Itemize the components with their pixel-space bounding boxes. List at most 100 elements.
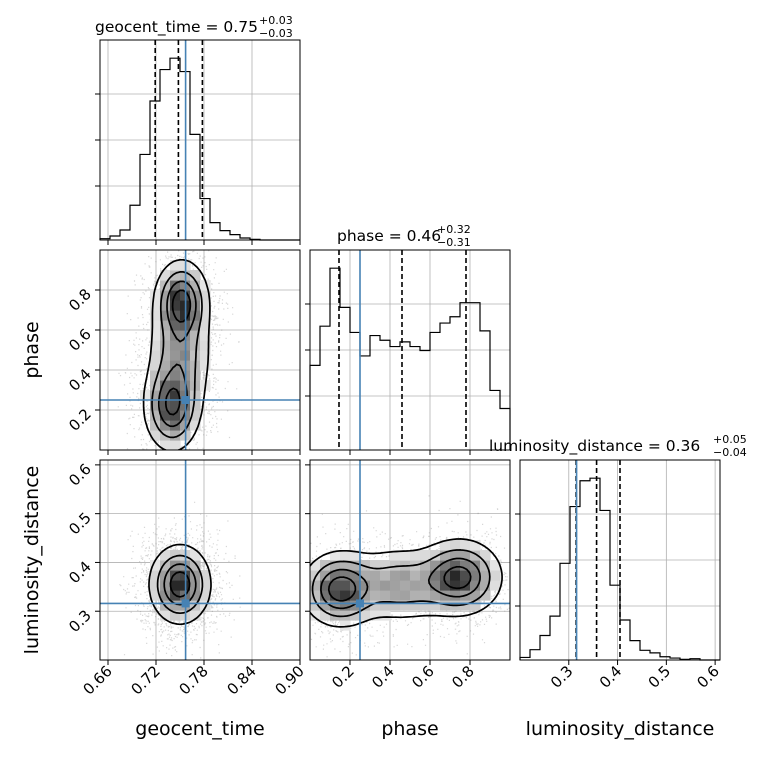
density-cell — [170, 550, 181, 561]
density-cell — [170, 400, 181, 411]
title-phase-sub: −0.31 — [437, 236, 471, 249]
panel-frame — [519, 459, 721, 661]
density-cell — [150, 320, 161, 331]
density-cell — [450, 540, 461, 551]
density-cell — [420, 590, 431, 601]
density-cell — [390, 590, 401, 601]
ylabel-luminosity-distance: luminosity_distance — [21, 466, 43, 655]
density-cell — [310, 600, 321, 611]
density-cell — [410, 580, 421, 591]
density-cell — [350, 600, 361, 611]
density-cell — [410, 590, 421, 601]
density-cell — [420, 560, 431, 571]
density-cell — [380, 610, 391, 621]
density-cell — [150, 290, 161, 301]
density-cell — [170, 440, 181, 450]
density-cell — [160, 290, 171, 301]
density-cell — [390, 560, 401, 571]
density-cell — [470, 540, 481, 551]
panel-2d-luminosity-distance-vs-phase: 0.2 0.4 0.6 0.8 — [305, 459, 511, 692]
density-cell — [470, 570, 481, 581]
density-cell — [150, 590, 161, 601]
density-cell — [190, 340, 201, 351]
density-cell — [170, 320, 181, 331]
x-tick-label: 0.66 — [79, 662, 115, 698]
density-cell — [160, 560, 171, 571]
panel-frame — [99, 249, 301, 451]
density-cell — [330, 590, 341, 601]
density-cell — [490, 560, 501, 571]
density-cell — [170, 270, 181, 281]
density-cell — [390, 600, 401, 611]
density-cell — [370, 580, 381, 591]
density-cell — [420, 550, 431, 561]
truth-marker — [356, 599, 364, 608]
density-cell — [150, 350, 161, 361]
density-cell — [170, 410, 181, 421]
density-cell — [440, 560, 451, 571]
density-cell — [200, 350, 211, 361]
density-cell — [160, 410, 171, 421]
density-cell — [160, 590, 171, 601]
density-cell — [330, 570, 341, 581]
density-cell — [430, 590, 441, 601]
density-cell — [450, 550, 461, 561]
density-cell — [160, 330, 171, 341]
density-cell — [170, 340, 181, 351]
density-cell — [360, 600, 371, 611]
ylabel-phase: phase — [21, 321, 43, 378]
density-cell — [350, 550, 361, 561]
density-cell — [150, 330, 161, 341]
panel-inner — [310, 460, 510, 660]
density-cell — [200, 320, 211, 331]
density-cell — [330, 560, 341, 571]
density-cell — [450, 590, 461, 601]
density-cell — [160, 390, 171, 401]
density-cell — [310, 580, 321, 591]
density-cell — [200, 280, 211, 291]
y-tick-label: 0.8 — [65, 285, 95, 315]
density-cell — [190, 590, 201, 601]
density-cell — [200, 290, 211, 301]
density-cell — [320, 590, 331, 601]
density-cell — [150, 410, 161, 421]
density-cell — [160, 320, 171, 331]
hist-step-phase — [309, 267, 511, 450]
density-cell — [150, 390, 161, 401]
density-cell — [380, 590, 391, 601]
panel-hist-luminosity-distance: 0.3 0.4 0.5 0.6 — [515, 459, 723, 692]
density-cell — [480, 570, 491, 581]
density-cell — [340, 580, 351, 591]
density-cell — [330, 600, 341, 611]
truth-marker — [181, 599, 190, 608]
x-tick-label: 0.84 — [223, 662, 259, 698]
title-luminosity-distance-sup: +0.05 — [713, 433, 747, 446]
density-cell — [390, 550, 401, 561]
density-cell — [470, 580, 481, 591]
density-cell — [400, 550, 411, 561]
hist-step-luminosity-distance — [519, 477, 720, 661]
density-cell — [200, 340, 211, 351]
density-cell — [160, 380, 171, 391]
density-cell — [160, 370, 171, 381]
title-phase: phase = 0.46 — [337, 227, 441, 245]
density-cell — [170, 610, 181, 621]
title-phase-sup: +0.32 — [437, 223, 471, 236]
density-cell — [190, 610, 201, 621]
x-tick-label: 0.4 — [368, 662, 398, 692]
density-cell — [190, 420, 201, 431]
density-cell — [370, 570, 381, 581]
density-cell — [200, 590, 211, 601]
density-cell — [430, 560, 441, 571]
density-cell — [450, 580, 461, 591]
density-cell — [190, 330, 201, 341]
density-cell — [190, 570, 201, 581]
density-cell — [190, 400, 201, 411]
density-cell — [160, 340, 171, 351]
density-cell — [340, 560, 351, 571]
density-cell — [420, 600, 431, 611]
y-tick-label: 0.4 — [65, 365, 95, 395]
hist-step-geocent-time — [99, 57, 300, 241]
density-cell — [430, 600, 441, 611]
x-tick-label: 0.72 — [127, 662, 163, 698]
